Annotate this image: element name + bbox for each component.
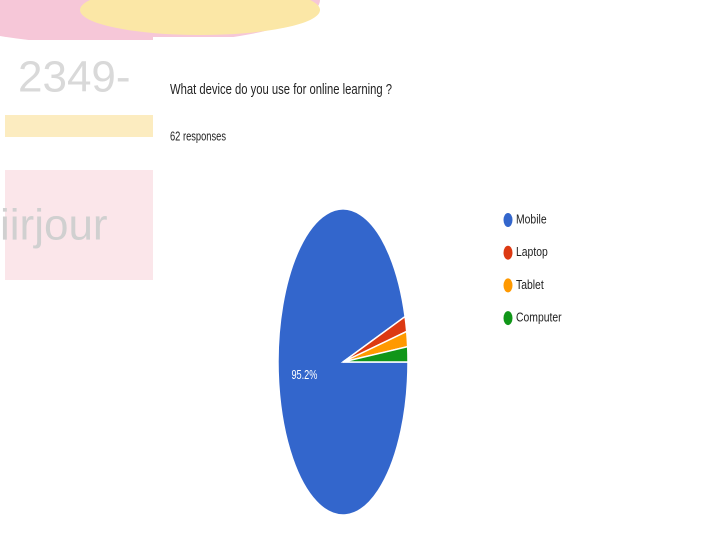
legend-swatch <box>503 311 513 326</box>
chart-subtitle: 62 responses <box>170 128 226 143</box>
slice-label: 95.2% <box>291 367 317 382</box>
legend: Mobile Laptop Tablet Computer <box>503 212 562 326</box>
legend-swatch <box>503 278 513 293</box>
watermark-text: 2349- <box>18 53 131 102</box>
legend-swatch <box>503 213 513 227</box>
watermark-text: iirjour <box>0 201 108 250</box>
chart-card <box>153 37 707 533</box>
legend-swatch <box>503 245 513 260</box>
legend-label: Mobile <box>516 212 547 226</box>
pie-slice <box>342 345 409 363</box>
legend-label: Computer <box>516 310 562 324</box>
chart-title: What device do you use for online learni… <box>170 81 392 98</box>
legend-label: Tablet <box>516 278 544 292</box>
legend-label: Laptop <box>516 245 548 259</box>
pie: 95.2% <box>277 208 409 516</box>
